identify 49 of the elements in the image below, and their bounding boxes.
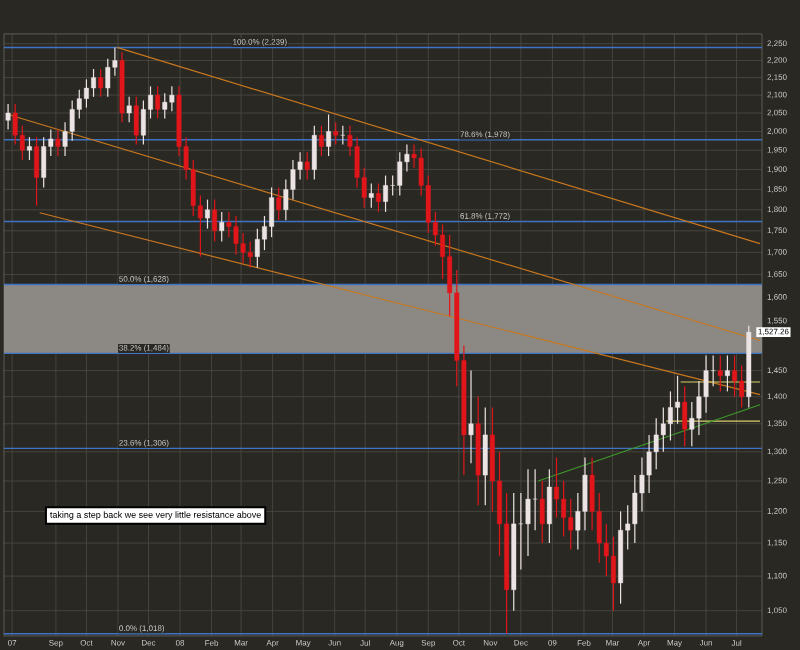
candlestick bbox=[276, 186, 282, 221]
candlestick bbox=[468, 370, 474, 464]
candlestick bbox=[5, 103, 11, 131]
candlestick bbox=[668, 390, 673, 442]
candlestick bbox=[212, 199, 218, 243]
candlestick bbox=[383, 174, 388, 213]
candlestick bbox=[140, 99, 146, 146]
candlestick bbox=[739, 364, 745, 409]
candlestick bbox=[333, 121, 339, 146]
candlestick bbox=[247, 240, 253, 269]
candlestick bbox=[169, 85, 175, 112]
candlestick bbox=[83, 78, 89, 109]
candlestick bbox=[554, 456, 559, 519]
candlestick bbox=[326, 113, 332, 157]
candlestick bbox=[539, 480, 545, 544]
candlestick bbox=[41, 136, 47, 189]
candlestick bbox=[91, 68, 96, 98]
candlestick bbox=[219, 211, 225, 243]
candlestick bbox=[27, 136, 32, 161]
candlestick bbox=[55, 128, 61, 157]
candlestick bbox=[732, 354, 737, 398]
candlestick bbox=[133, 96, 139, 146]
candlestick bbox=[205, 199, 210, 230]
candlestick bbox=[269, 186, 275, 238]
candlestick bbox=[34, 136, 39, 207]
candlestick bbox=[375, 182, 381, 213]
candlestick bbox=[12, 103, 18, 146]
candlestick bbox=[126, 96, 132, 123]
candlestick bbox=[724, 354, 730, 393]
candlestick bbox=[311, 125, 317, 181]
candlestick bbox=[568, 498, 574, 551]
candlestick bbox=[304, 151, 310, 181]
candlestick bbox=[340, 125, 346, 146]
candlestick bbox=[155, 85, 161, 120]
candlestick bbox=[162, 92, 168, 120]
candlestick bbox=[482, 406, 488, 506]
candlestick bbox=[546, 468, 552, 544]
candlestick bbox=[319, 125, 324, 157]
candlestick bbox=[682, 385, 688, 447]
candlestick bbox=[233, 215, 239, 256]
candlestick bbox=[611, 536, 616, 612]
candlestick bbox=[98, 68, 104, 98]
candlestick bbox=[397, 151, 403, 197]
candlestick bbox=[254, 228, 260, 269]
candlestick bbox=[368, 182, 374, 209]
candlestick bbox=[561, 480, 567, 538]
candlestick bbox=[675, 375, 680, 425]
candlestick bbox=[717, 354, 723, 393]
candlestick bbox=[532, 468, 538, 531]
